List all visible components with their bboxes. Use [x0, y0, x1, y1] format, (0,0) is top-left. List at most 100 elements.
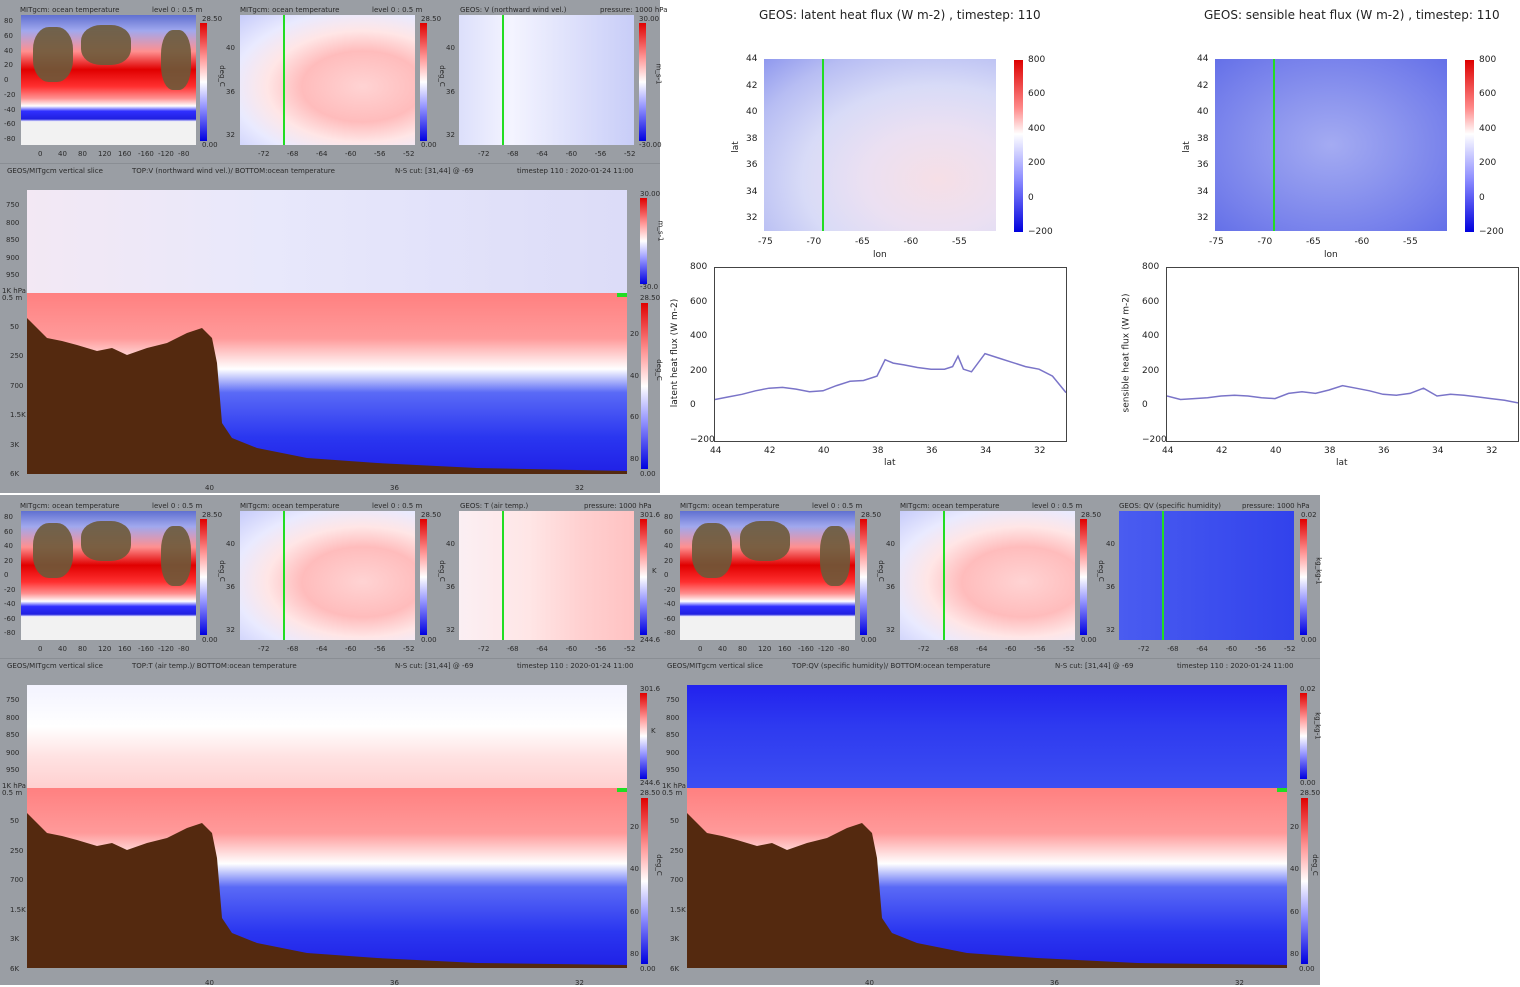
tick-label: -72 — [258, 150, 270, 158]
chart-title: GEOS: latent heat flux (W m-2) , timeste… — [759, 8, 1041, 22]
tick-label: 42 — [1197, 80, 1209, 91]
tick-label: 250 — [670, 846, 684, 855]
tick-label: 36 — [226, 87, 235, 96]
tick-label: 40 — [446, 540, 455, 548]
y-axis-label: sensible heat flux (W m-2) — [1121, 293, 1132, 413]
tick-label: 800 — [6, 713, 20, 722]
colorbar-min: 244.6 — [640, 636, 661, 644]
land-mass — [161, 30, 191, 90]
tick-label: 0 — [664, 571, 669, 579]
tick-label: −200 — [1142, 435, 1167, 445]
tick-label: 50 — [10, 817, 19, 825]
colorbar-unit: deg_C — [654, 359, 663, 381]
tick-label: 750 — [666, 696, 680, 704]
tick-label: 600 — [690, 296, 708, 307]
tick-label: 80 — [78, 645, 87, 653]
tick-label: 38 — [746, 133, 758, 144]
atmosphere-slice — [27, 190, 627, 293]
tick-label: -72 — [258, 645, 270, 653]
map-title: MITgcm: ocean temperature — [240, 502, 340, 510]
tick-label: 32 — [1034, 446, 1046, 456]
tick-label: 700 — [10, 876, 24, 885]
tick-label: 20 — [630, 330, 639, 338]
colorbar — [1301, 798, 1308, 964]
tick-label: -64 — [536, 150, 548, 158]
section-cut-line — [283, 15, 285, 145]
colorbar-min: 0.00 — [640, 965, 656, 973]
tick-label: 32 — [1106, 626, 1115, 634]
colorbar-unit: kg_kg-1 — [1313, 712, 1322, 740]
tick-label: 40 — [664, 542, 673, 550]
colorbar-unit: K — [652, 567, 657, 575]
tick-label: 32 — [226, 131, 235, 139]
series-line — [1166, 384, 1519, 404]
map-title: GEOS: V (northward wind vel.) — [460, 6, 567, 14]
tick-label: 32 — [575, 484, 584, 492]
tick-label: -52 — [403, 645, 415, 653]
colorbar-unit: kg_kg-1 — [1314, 557, 1323, 585]
section-marker — [617, 788, 627, 792]
tick-label: 20 — [630, 823, 639, 831]
tick-label: 80 — [738, 645, 747, 653]
slice-time: timestep 110 : 2020-01-24 11:00 — [517, 662, 634, 670]
tick-label: 400 — [690, 331, 708, 342]
tick-label: 80 — [630, 950, 639, 958]
x-axis-label: lat — [884, 458, 896, 468]
y-axis-label: lat — [730, 141, 741, 153]
tick-label: 250 — [10, 846, 24, 855]
colorbar — [641, 303, 648, 469]
tick-label: 120 — [98, 150, 112, 158]
colorbar-max: 0.02 — [1300, 685, 1316, 693]
colorbar-unit: m_s-1 — [656, 220, 665, 242]
colorbar-max: 30.00 — [640, 190, 661, 198]
map-level: level 0 : 0.5 m — [152, 6, 203, 14]
tick-label: 20 — [664, 556, 673, 565]
tick-label: 850 — [6, 236, 20, 244]
tick-label: 6K — [670, 965, 680, 973]
colorbar-max: 28.50 — [421, 511, 442, 519]
colorbar-min: -30.0 — [640, 283, 659, 291]
land-mass — [740, 521, 790, 561]
colorbar-unit: deg_C — [217, 65, 226, 87]
tick-label: 32 — [1486, 446, 1498, 456]
tick-label: 32 — [1235, 979, 1244, 987]
map-title: MITgcm: ocean temperature — [20, 502, 120, 510]
tick-label: -72 — [478, 150, 490, 158]
tick-label: 80 — [1290, 950, 1299, 958]
tick-label: 40 — [718, 645, 727, 653]
regional-temperature-map — [240, 15, 415, 145]
x-axis-label: lon — [1324, 250, 1338, 260]
tick-label: -60 — [565, 150, 578, 158]
tick-label: −200 — [690, 435, 715, 445]
colorbar-unit: deg_C — [876, 560, 885, 582]
tick-label: 900 — [6, 748, 20, 757]
tick-label: -52 — [403, 150, 415, 158]
map-title: MITgcm: ocean temperature — [900, 502, 1000, 510]
colorbar-max: 28.50 — [1300, 789, 1321, 797]
tick-label: 40 — [1197, 107, 1209, 117]
map-level: pressure: 1000 hPa — [600, 6, 668, 14]
tick-label: 36 — [446, 583, 455, 591]
tick-label: 44 — [710, 446, 722, 456]
colorbar — [1300, 519, 1307, 635]
section-marker — [617, 293, 627, 297]
tick-label: 50 — [10, 323, 19, 331]
tick-label: -65 — [855, 237, 870, 247]
tick-label: -52 — [624, 150, 636, 158]
tick-label: -52 — [1284, 645, 1296, 653]
tick-label: -60 — [345, 645, 357, 653]
tick-label: 40 — [865, 979, 874, 987]
global-temperature-map — [680, 511, 855, 640]
tick-label: 700 — [670, 876, 684, 885]
tick-label: 160 — [118, 150, 132, 158]
top-left-panel: MITgcm: ocean temperature level 0 : 0.5 … — [0, 0, 668, 493]
tick-label: 40 — [4, 46, 13, 55]
tick-label: -20 — [4, 90, 16, 99]
tick-label: 850 — [6, 731, 20, 739]
colorbar-min: 0.00 — [202, 636, 218, 644]
section-cut-line — [1162, 511, 1164, 640]
tick-label: -60 — [1005, 645, 1017, 653]
slice-cut: N-S cut: [31,44] @ -69 — [1055, 662, 1134, 670]
slice-time: timestep 110 : 2020-01-24 11:00 — [517, 167, 634, 175]
tick-label: 40 — [58, 150, 67, 158]
